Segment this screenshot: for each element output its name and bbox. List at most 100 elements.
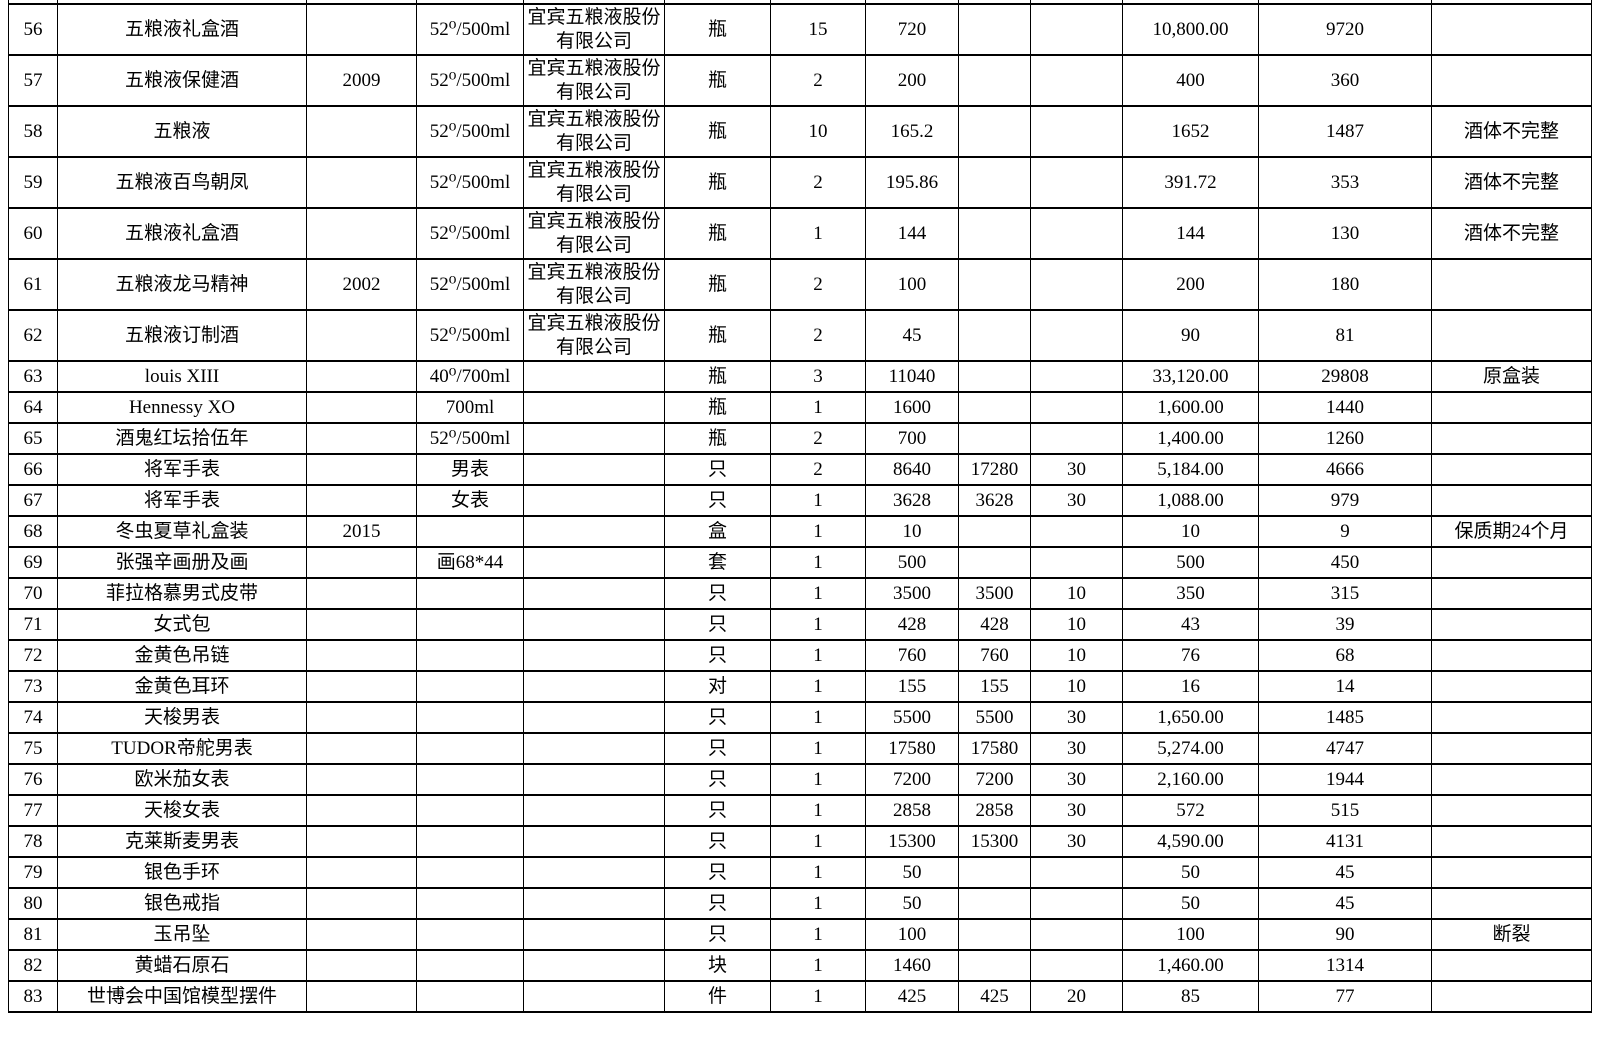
cell-unit: 对 (664, 670, 771, 703)
cell-final: 45 (1258, 856, 1432, 889)
cell-qty: 10 (770, 105, 866, 158)
cell-no: 60 (8, 207, 58, 260)
cell-appraise: 1,650.00 (1122, 701, 1259, 734)
cell-no: 74 (8, 701, 58, 734)
cell-remark (1431, 887, 1592, 920)
cell-maker: 宜宾五粮液股份有限公司 (523, 54, 665, 107)
cell-final: 68 (1258, 639, 1432, 672)
cell-name: louis XIII (57, 360, 307, 393)
cell-price: 100 (865, 918, 959, 951)
cell-name: 冬虫夏草礼盒装 (57, 515, 307, 548)
cell-spec (416, 515, 524, 548)
cell-price: 1600 (865, 391, 959, 424)
cell-spec: 40⁰/700ml (416, 360, 524, 393)
cell-unit: 盒 (664, 515, 771, 548)
cell-final: 81 (1258, 309, 1432, 362)
cell-remark (1431, 763, 1592, 796)
cell-price: 195.86 (865, 156, 959, 209)
cell-name: 将军手表 (57, 484, 307, 517)
cell-spec: 女表 (416, 484, 524, 517)
cell-rate (1030, 156, 1123, 209)
cell-year (306, 309, 417, 362)
cell-year (306, 732, 417, 765)
cell-maker (523, 856, 665, 889)
cell-unit: 只 (664, 825, 771, 858)
cell-price: 8640 (865, 453, 959, 486)
cell-qty: 1 (770, 670, 866, 703)
cell-year (306, 701, 417, 734)
cell-rate (1030, 422, 1123, 455)
cell-qty: 1 (770, 763, 866, 796)
cell-appraise: 391.72 (1122, 156, 1259, 209)
cell-final: 450 (1258, 546, 1432, 579)
cell-final: 1487 (1258, 105, 1432, 158)
cell-unit: 瓶 (664, 360, 771, 393)
cell-no: 76 (8, 763, 58, 796)
table-row: 73 金黄色耳环对 1 155 155 10 16 14 (8, 670, 1592, 703)
cell-maker (523, 918, 665, 951)
table-row: 81 玉吊坠只 1 100 100 90 断裂 (8, 918, 1592, 951)
cell-amount (958, 309, 1031, 362)
cell-unit: 只 (664, 732, 771, 765)
cell-remark (1431, 484, 1592, 517)
cell-final: 360 (1258, 54, 1432, 107)
cell-appraise: 572 (1122, 794, 1259, 827)
cell-final: 130 (1258, 207, 1432, 260)
cell-unit: 只 (664, 918, 771, 951)
cell-maker (523, 546, 665, 579)
cell-no: 59 (8, 156, 58, 209)
cell-final: 4747 (1258, 732, 1432, 765)
cell-amount (958, 887, 1031, 920)
cell-rate: 10 (1030, 608, 1123, 641)
cell-final: 979 (1258, 484, 1432, 517)
cell-unit: 瓶 (664, 422, 771, 455)
cell-qty: 1 (770, 701, 866, 734)
cell-maker (523, 825, 665, 858)
cell-name: 五粮液百鸟朝凤 (57, 156, 307, 209)
cell-price: 17580 (865, 732, 959, 765)
cell-unit: 只 (664, 701, 771, 734)
cell-amount: 17280 (958, 453, 1031, 486)
cell-no: 75 (8, 732, 58, 765)
cell-appraise: 100 (1122, 918, 1259, 951)
cell-spec: 52⁰/500ml (416, 3, 524, 56)
cell-final: 77 (1258, 980, 1432, 1013)
cell-year (306, 794, 417, 827)
cell-remark (1431, 422, 1592, 455)
table-row: 61 五粮液龙马精神 2002 52⁰/500ml 宜宾五粮液股份有限公司瓶 2 100 20… (8, 258, 1592, 311)
cell-appraise: 1,460.00 (1122, 949, 1259, 982)
cell-appraise: 50 (1122, 856, 1259, 889)
cell-spec: 52⁰/500ml (416, 54, 524, 107)
cell-final: 29808 (1258, 360, 1432, 393)
cell-remark: 原盒装 (1431, 360, 1592, 393)
cell-unit: 套 (664, 546, 771, 579)
cell-year (306, 918, 417, 951)
cell-spec (416, 670, 524, 703)
cell-amount: 425 (958, 980, 1031, 1013)
cell-rate (1030, 949, 1123, 982)
cell-rate: 30 (1030, 825, 1123, 858)
cell-name: 银色戒指 (57, 887, 307, 920)
cell-remark (1431, 949, 1592, 982)
cell-amount (958, 156, 1031, 209)
cell-spec: 男表 (416, 453, 524, 486)
cell-no: 64 (8, 391, 58, 424)
cell-amount (958, 207, 1031, 260)
cell-unit: 只 (664, 577, 771, 610)
cell-name: 欧米茄女表 (57, 763, 307, 796)
cell-year: 2015 (306, 515, 417, 548)
cell-qty: 1 (770, 207, 866, 260)
cropped-cell (1431, 0, 1592, 5)
cell-appraise: 5,184.00 (1122, 453, 1259, 486)
cell-remark (1431, 639, 1592, 672)
cell-year (306, 763, 417, 796)
cell-amount: 428 (958, 608, 1031, 641)
table-row: 59 五粮液百鸟朝凤 52⁰/500ml 宜宾五粮液股份有限公司瓶 2 195.86 391… (8, 156, 1592, 209)
cell-remark (1431, 825, 1592, 858)
cell-no: 70 (8, 577, 58, 610)
cell-maker: 宜宾五粮液股份有限公司 (523, 309, 665, 362)
cell-remark (1431, 608, 1592, 641)
cell-remark: 酒体不完整 (1431, 156, 1592, 209)
cell-rate (1030, 360, 1123, 393)
cell-spec (416, 794, 524, 827)
